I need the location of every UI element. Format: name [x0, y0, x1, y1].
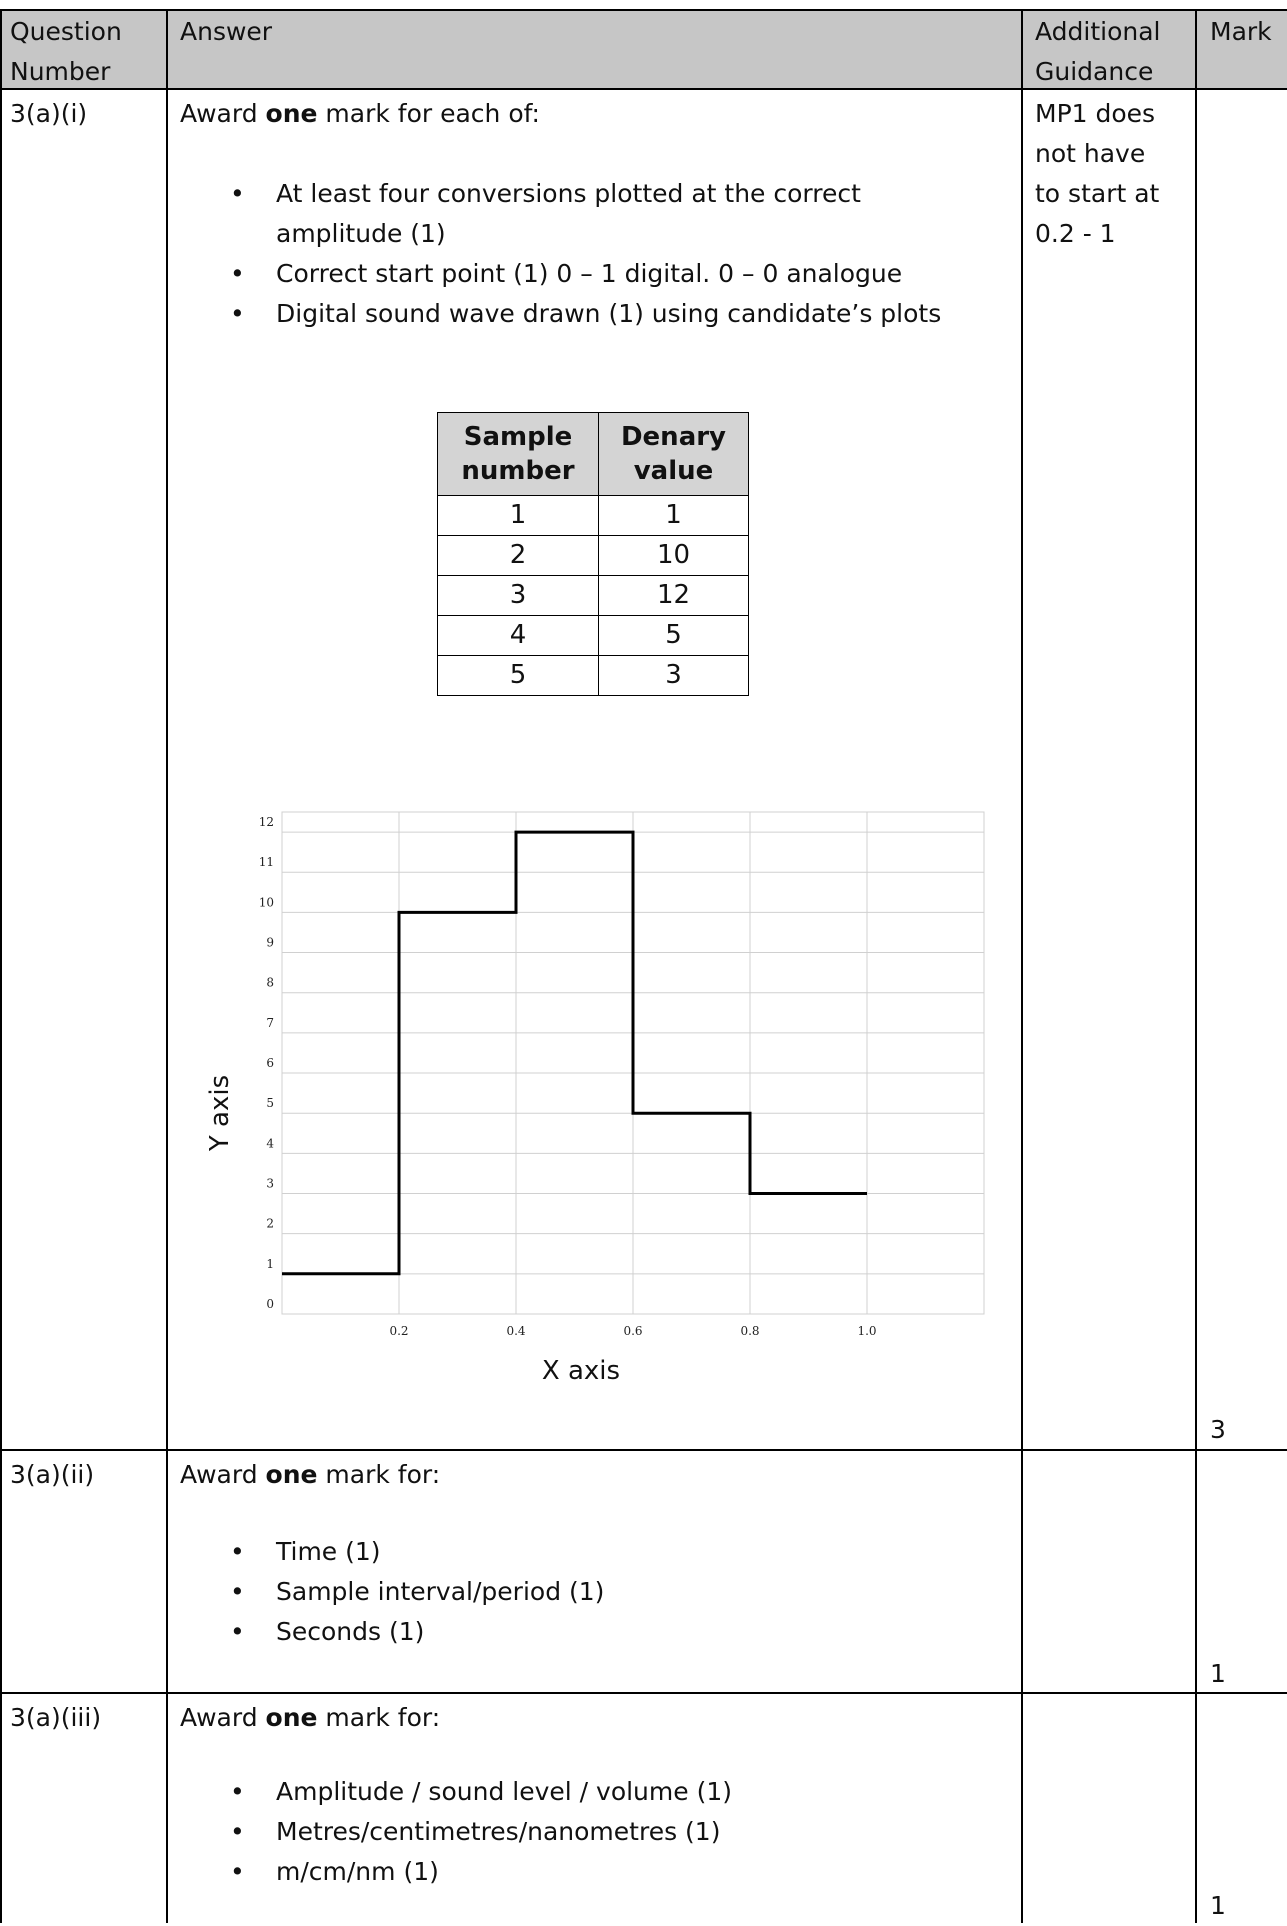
- table-cell: 1: [598, 495, 749, 536]
- table-border-row2-bottom: [0, 1692, 1287, 1694]
- guidance-row1: MP1 does not have to start at 0.2 - 1: [1035, 99, 1160, 248]
- y-tick-label: 4: [266, 1136, 274, 1150]
- answer-bullets-row3: Amplitude / sound level / volume (1) Met…: [180, 1772, 732, 1892]
- x-tick-label: 0.6: [623, 1324, 642, 1338]
- y-tick-label: 0: [266, 1297, 274, 1311]
- answer-intro-row2: Award one mark for:: [180, 1460, 441, 1489]
- table-border-top: [0, 9, 1287, 11]
- table-cell: 2: [437, 535, 599, 576]
- list-item: Time (1): [180, 1532, 604, 1572]
- y-axis-label: Y axis: [205, 1075, 235, 1152]
- table-cell: 10: [598, 535, 749, 576]
- x-tick-label: 1.0: [857, 1324, 876, 1338]
- table-header-background: [2, 10, 1287, 88]
- table-cell: 4: [437, 615, 599, 656]
- y-tick-label: 11: [259, 855, 274, 869]
- series-line: [282, 830, 867, 1276]
- mark-row2: 1: [1210, 1659, 1226, 1688]
- table-border-col1: [166, 9, 168, 1923]
- list-item: Metres/centimetres/nanometres (1): [180, 1812, 732, 1852]
- table-border-col2: [1021, 9, 1023, 1923]
- answer-bullets-row1: At least four conversions plotted at the…: [180, 174, 941, 334]
- table-border-left: [0, 9, 2, 1923]
- sample-table-header-sample-number: Sample number: [437, 412, 599, 496]
- y-tick-label: 12: [259, 815, 274, 829]
- y-tick-label: 2: [266, 1217, 274, 1231]
- sample-table-header-denary-value: Denary value: [598, 412, 749, 496]
- mark-row1: 3: [1210, 1415, 1226, 1444]
- list-item: Sample interval/period (1): [180, 1572, 604, 1612]
- table-cell: 1: [437, 495, 599, 536]
- answer-bullets-row2: Time (1) Sample interval/period (1) Seco…: [180, 1532, 604, 1652]
- list-item: Correct start point (1) 0 – 1 digital. 0…: [180, 254, 941, 294]
- table-cell: 12: [598, 575, 749, 616]
- y-tick-label: 9: [266, 936, 274, 950]
- table-cell: 3: [598, 655, 749, 696]
- header-additional-guidance: Additional Guidance: [1035, 17, 1161, 86]
- table-cell: 5: [437, 655, 599, 696]
- x-tick-label: 0.2: [389, 1324, 408, 1338]
- list-item: Digital sound wave drawn (1) using candi…: [180, 294, 941, 334]
- table-border-col3: [1195, 9, 1197, 1923]
- y-tick-label: 5: [266, 1096, 274, 1110]
- list-item: m/cm/nm (1): [180, 1852, 732, 1892]
- list-item: At least four conversions plotted at the…: [180, 174, 941, 214]
- x-axis-label: X axis: [542, 1356, 620, 1386]
- table-row: 2 10: [437, 535, 749, 576]
- table-cell: 3: [437, 575, 599, 616]
- answer-intro-row3: Award one mark for:: [180, 1703, 441, 1732]
- table-border-header-bottom: [0, 88, 1287, 90]
- x-tick-label: 0.4: [506, 1324, 525, 1338]
- y-tick-label: 3: [266, 1177, 274, 1191]
- list-item: Amplitude / sound level / volume (1): [180, 1772, 732, 1812]
- y-tick-label: 1: [266, 1257, 274, 1271]
- header-mark: Mark: [1210, 17, 1272, 46]
- answer-intro-row1: Award one mark for each of:: [180, 99, 540, 128]
- y-tick-label: 8: [266, 976, 274, 990]
- table-border-row1-bottom: [0, 1449, 1287, 1451]
- table-cell: 5: [598, 615, 749, 656]
- question-number-row3: 3(a)(iii): [10, 1703, 102, 1732]
- question-number-row2: 3(a)(ii): [10, 1460, 95, 1489]
- list-item: Seconds (1): [180, 1612, 604, 1652]
- y-tick-label: 7: [266, 1016, 274, 1030]
- mark-row3: 1: [1210, 1891, 1226, 1920]
- table-row: 3 12: [437, 575, 749, 616]
- y-tick-label: 10: [259, 895, 274, 909]
- header-question-number: Question Number: [10, 17, 122, 86]
- y-tick-label: 6: [266, 1056, 274, 1070]
- header-answer: Answer: [180, 17, 273, 46]
- x-tick-label: 0.8: [740, 1324, 759, 1338]
- list-item: amplitude (1): [276, 219, 446, 248]
- question-number-row1: 3(a)(i): [10, 99, 88, 128]
